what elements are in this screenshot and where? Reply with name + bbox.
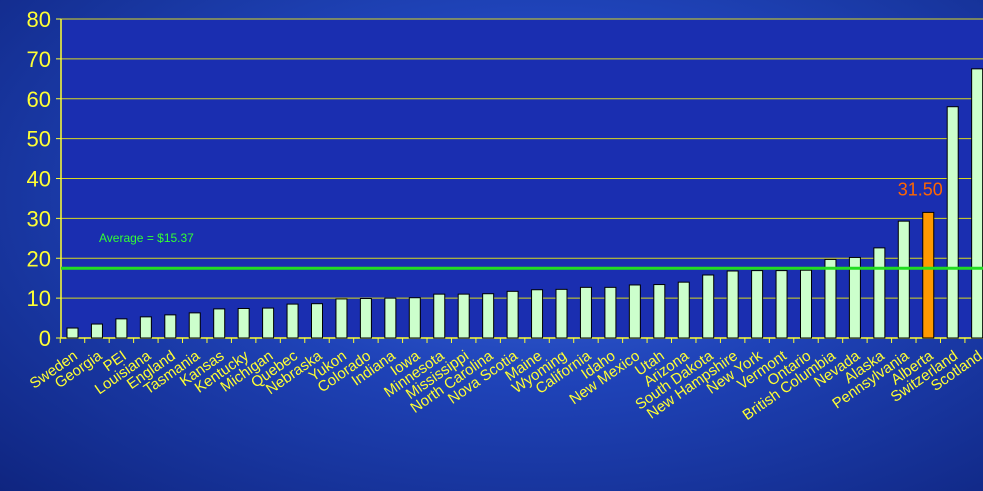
bar-vermont (775, 270, 788, 339)
y-tick-label: 70 (27, 47, 51, 72)
bar-arizona (677, 281, 690, 339)
bar-utah (653, 284, 666, 339)
bar-alaska (873, 247, 886, 339)
bar-michigan (262, 307, 275, 339)
bar-kansas (213, 308, 226, 339)
bar-yukon (335, 298, 348, 339)
bar-nevada (848, 256, 861, 339)
bar-colorado (359, 298, 372, 339)
bar-new-hampshire (726, 270, 739, 339)
bar-south-dakota (702, 274, 715, 339)
bar-scotland (971, 68, 983, 339)
bar-ontario (800, 269, 812, 339)
bar-england (164, 314, 177, 339)
bar-california (579, 286, 592, 339)
y-tick-label: 0 (39, 326, 51, 351)
data-label-highlight: 31.50 (898, 179, 943, 199)
bar-new-mexico (628, 284, 641, 339)
bar-georgia (90, 323, 103, 339)
bar-minnesota (433, 293, 446, 339)
y-tick-label: 10 (27, 286, 51, 311)
y-tick-label: 40 (27, 167, 51, 192)
bar-quebec (286, 303, 299, 339)
bar-louisiana (139, 316, 152, 339)
y-tick-label: 20 (27, 246, 51, 271)
bar-mississippi (457, 293, 470, 339)
bar-indiana (384, 297, 397, 339)
bar-north-carolina (482, 293, 495, 339)
bar-switzerland (946, 106, 959, 339)
bar-tasmania (188, 312, 201, 339)
bar-nova-scotia (506, 290, 519, 339)
y-tick-label: 50 (27, 127, 51, 152)
bar-idaho (604, 286, 617, 339)
average-label: Average = $15.37 (99, 231, 194, 245)
bar-kentucky (237, 307, 250, 339)
bar-alberta (922, 211, 935, 339)
bar-iowa (408, 297, 421, 339)
y-tick-label: 60 (27, 87, 51, 112)
y-tick-label: 30 (27, 206, 51, 231)
bar-pennsylvania (897, 220, 910, 339)
bar-nebraska (311, 303, 323, 339)
bar-pei (115, 318, 128, 339)
y-tick-label: 80 (27, 7, 51, 32)
bar-maine (531, 289, 544, 339)
bar-wyoming (555, 288, 568, 339)
bar-sweden (66, 327, 79, 339)
bar-new-york (751, 270, 764, 339)
bar-british-columbia (824, 258, 837, 339)
